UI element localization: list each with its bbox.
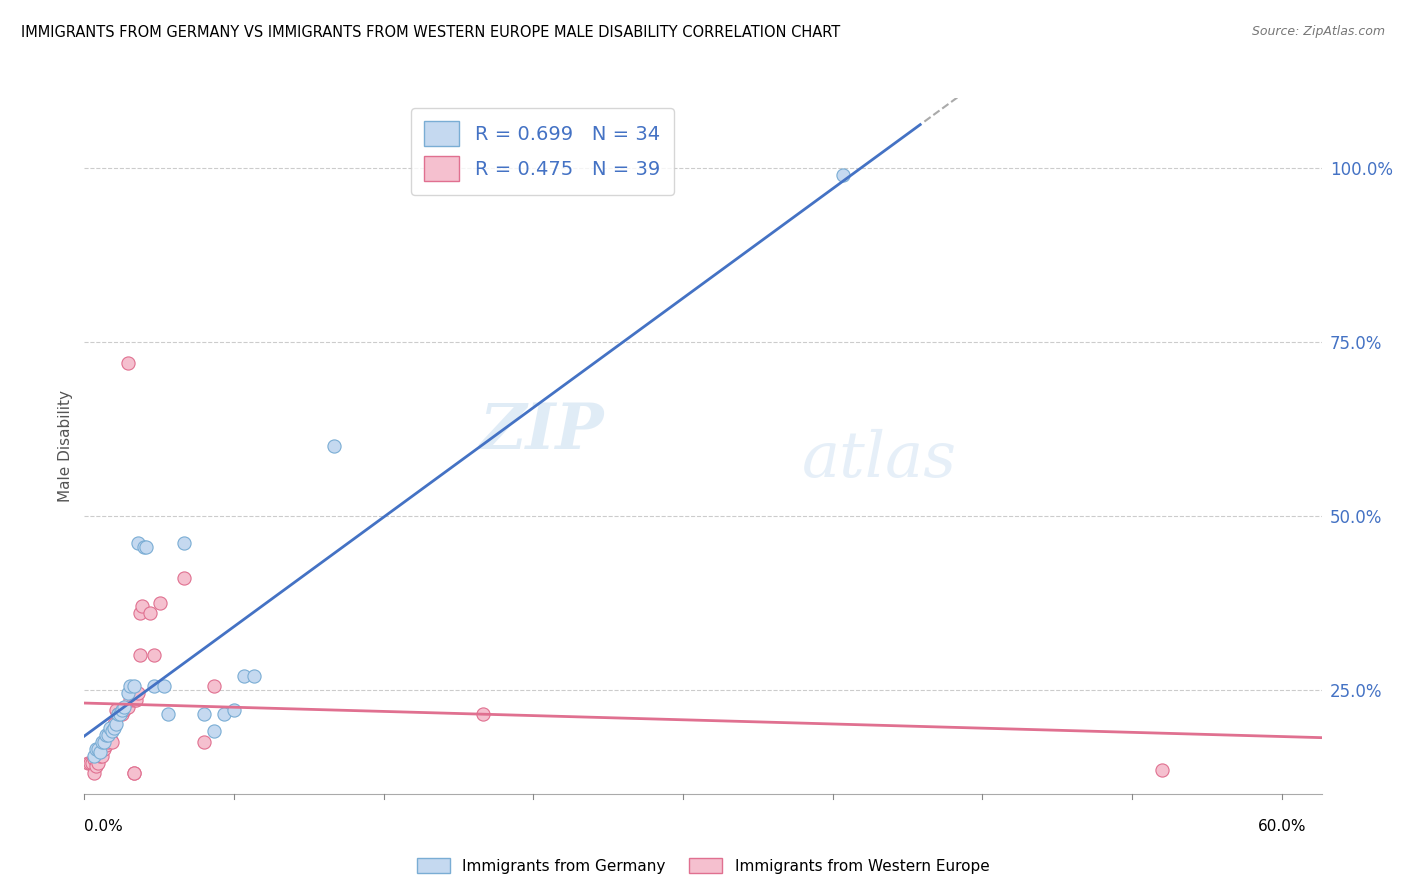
Text: 0.0%: 0.0% — [84, 819, 124, 834]
Point — [83, 752, 105, 766]
Point — [101, 724, 124, 739]
Point — [193, 706, 215, 721]
Point — [83, 748, 105, 763]
Point — [89, 748, 111, 763]
Point — [202, 724, 225, 739]
Point — [120, 679, 142, 693]
Point — [143, 679, 166, 693]
Point — [129, 606, 152, 620]
Point — [89, 745, 111, 759]
Point — [86, 741, 108, 756]
Point — [193, 735, 215, 749]
Point — [105, 717, 128, 731]
Point — [112, 703, 135, 717]
Point — [173, 571, 195, 585]
Point — [134, 540, 156, 554]
Point — [93, 741, 115, 756]
Point — [87, 756, 110, 770]
Point — [93, 735, 115, 749]
Text: IMMIGRANTS FROM GERMANY VS IMMIGRANTS FROM WESTERN EUROPE MALE DISABILITY CORREL: IMMIGRANTS FROM GERMANY VS IMMIGRANTS FR… — [21, 25, 841, 40]
Point — [243, 668, 266, 682]
Point — [107, 706, 129, 721]
Point — [139, 606, 162, 620]
Point — [103, 721, 125, 735]
Point — [122, 693, 145, 707]
Point — [472, 706, 495, 721]
Point — [96, 728, 118, 742]
Point — [831, 168, 853, 182]
Legend: R = 0.699   N = 34, R = 0.475   N = 39: R = 0.699 N = 34, R = 0.475 N = 39 — [411, 108, 673, 194]
Text: atlas: atlas — [801, 429, 957, 491]
Point — [117, 699, 139, 714]
Point — [233, 668, 256, 682]
Point — [127, 686, 149, 700]
Point — [117, 686, 139, 700]
Text: Source: ZipAtlas.com: Source: ZipAtlas.com — [1251, 25, 1385, 38]
Point — [143, 648, 166, 662]
Point — [202, 679, 225, 693]
Point — [91, 735, 114, 749]
Text: ZIP: ZIP — [479, 401, 605, 463]
Point — [149, 596, 172, 610]
Point — [129, 648, 152, 662]
Point — [157, 706, 180, 721]
Point — [83, 766, 105, 780]
Point — [212, 706, 235, 721]
Point — [98, 731, 121, 746]
Point — [97, 735, 120, 749]
Point — [122, 766, 145, 780]
Point — [110, 706, 132, 721]
Point — [98, 721, 121, 735]
Point — [322, 439, 344, 453]
Point — [107, 706, 129, 721]
Y-axis label: Male Disability: Male Disability — [58, 390, 73, 502]
Point — [77, 756, 100, 770]
Point — [101, 735, 124, 749]
Point — [87, 741, 110, 756]
Point — [122, 679, 145, 693]
Point — [111, 706, 134, 721]
Point — [86, 759, 108, 773]
Point — [153, 679, 176, 693]
Point — [122, 766, 145, 780]
Legend: Immigrants from Germany, Immigrants from Western Europe: Immigrants from Germany, Immigrants from… — [411, 852, 995, 880]
Point — [110, 706, 132, 721]
Point — [222, 703, 245, 717]
Point — [120, 693, 142, 707]
Text: 60.0%: 60.0% — [1257, 819, 1306, 834]
Point — [135, 540, 157, 554]
Point — [125, 693, 148, 707]
Point — [105, 703, 128, 717]
Point — [112, 699, 135, 714]
Point — [103, 717, 125, 731]
Point — [117, 355, 139, 369]
Point — [127, 536, 149, 550]
Point — [173, 536, 195, 550]
Point — [96, 738, 118, 752]
Point — [131, 599, 153, 613]
Point — [97, 728, 120, 742]
Point — [79, 756, 101, 770]
Point — [82, 756, 104, 770]
Point — [111, 703, 134, 717]
Point — [91, 748, 114, 763]
Point — [1150, 763, 1173, 777]
